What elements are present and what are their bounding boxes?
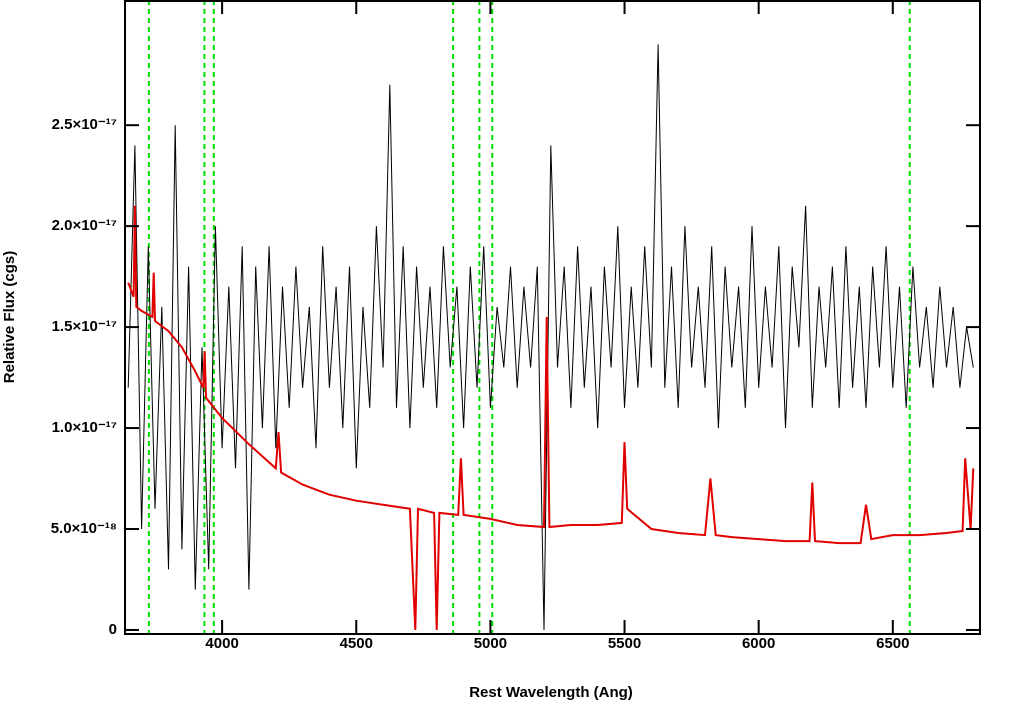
x-tick-label: 5500 [608, 635, 641, 652]
y-tick-label: 1.0×10⁻¹⁷ [52, 419, 117, 436]
x-tick-label: 5000 [474, 635, 507, 652]
y-tick-label: 5.0×10⁻¹⁸ [51, 520, 117, 537]
y-tick-label: 2.5×10⁻¹⁷ [52, 116, 117, 133]
y-axis-label: Relative Flux (cgs) [1, 251, 18, 384]
x-tick-label: 4000 [205, 635, 238, 652]
x-tick-label: 6500 [876, 635, 909, 652]
y-tick-label: 1.5×10⁻¹⁷ [52, 318, 117, 335]
x-tick-label: 6000 [742, 635, 775, 652]
x-tick-label: 4500 [340, 635, 373, 652]
x-axis-label: Rest Wavelength (Ang) [469, 684, 633, 701]
spectrum-line [127, 44, 974, 631]
y-tick-label: 0 [109, 621, 117, 638]
y-tick-label: 2.0×10⁻¹⁷ [52, 217, 117, 234]
plot-frame [124, 0, 981, 635]
spectrum-line [127, 205, 975, 631]
